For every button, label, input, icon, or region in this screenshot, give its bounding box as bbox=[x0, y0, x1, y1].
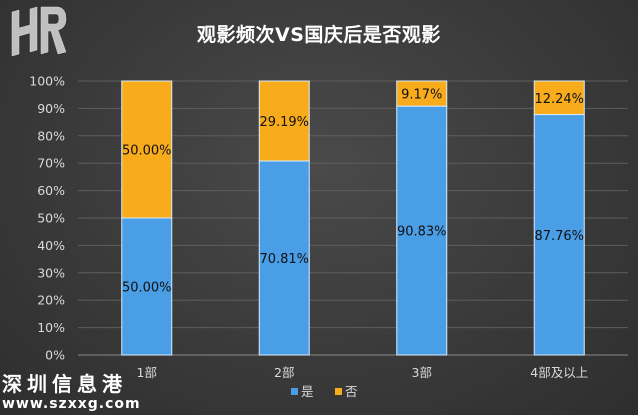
bar-segment bbox=[396, 105, 448, 356]
hr-logo bbox=[11, 6, 67, 56]
bar-segment bbox=[396, 80, 448, 107]
bar-segment bbox=[121, 80, 173, 219]
data-label: 90.83% bbox=[397, 225, 447, 240]
legend-label: 否 bbox=[345, 384, 358, 399]
y-tick-label: 50% bbox=[37, 211, 65, 226]
y-tick-label: 60% bbox=[37, 183, 65, 198]
legend-swatch bbox=[291, 388, 298, 395]
x-tick-label: 1部 bbox=[137, 365, 157, 380]
y-tick-label: 0% bbox=[45, 348, 65, 363]
y-tick-label: 90% bbox=[37, 101, 65, 116]
x-tick-label: 2部 bbox=[274, 365, 294, 380]
y-tick-label: 80% bbox=[37, 128, 65, 143]
y-tick-label: 40% bbox=[37, 238, 65, 253]
watermark-name: 深圳信息港 bbox=[2, 372, 127, 396]
data-label: 50.00% bbox=[122, 281, 172, 296]
data-label: 87.76% bbox=[534, 229, 584, 244]
data-label: 29.19% bbox=[259, 115, 309, 130]
bar-segment bbox=[533, 114, 585, 356]
site-watermark: 深圳信息港 www.szxxg.com bbox=[2, 374, 141, 411]
y-tick-label: 10% bbox=[37, 320, 65, 335]
x-tick-label: 3部 bbox=[412, 365, 432, 380]
y-tick-label: 30% bbox=[37, 265, 65, 280]
data-label: 12.24% bbox=[534, 92, 584, 107]
y-tick-label: 20% bbox=[37, 293, 65, 308]
legend-swatch bbox=[335, 388, 342, 395]
data-label: 9.17% bbox=[401, 88, 442, 103]
watermark-url: www.szxxg.com bbox=[2, 396, 141, 412]
bar-segment bbox=[258, 80, 310, 162]
legend-label: 是 bbox=[301, 384, 314, 399]
bar-segment bbox=[258, 160, 310, 356]
x-tick-label: 4部及以上 bbox=[530, 365, 588, 380]
y-tick-label: 70% bbox=[37, 156, 65, 171]
bar-segment bbox=[533, 80, 585, 116]
chart-title: 观影频次VS国庆后是否观影 bbox=[197, 24, 441, 46]
data-label: 70.81% bbox=[259, 252, 309, 267]
bar-segment bbox=[121, 217, 173, 356]
y-tick-label: 100% bbox=[29, 74, 65, 89]
data-label: 50.00% bbox=[122, 144, 172, 159]
